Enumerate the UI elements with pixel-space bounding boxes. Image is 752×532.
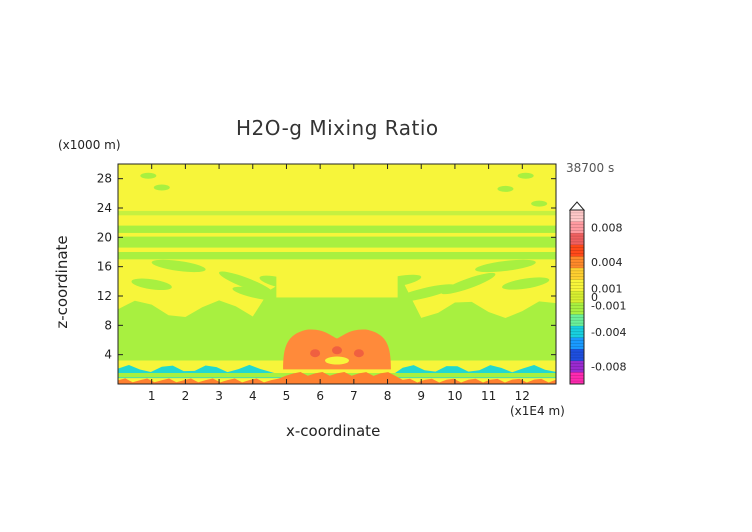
time-label: 38700 s bbox=[566, 161, 615, 175]
band-1 bbox=[118, 236, 556, 248]
colorbar-swatch bbox=[570, 268, 584, 281]
streak-8 bbox=[131, 278, 172, 291]
y-tick-label: 4 bbox=[104, 348, 112, 362]
corner-patch-2 bbox=[497, 185, 514, 192]
colorbar-swatch bbox=[570, 326, 584, 339]
corner-patch-3 bbox=[153, 184, 170, 191]
y-tick-label: 8 bbox=[104, 318, 112, 332]
x-tick-label: 6 bbox=[316, 389, 324, 403]
x-tick-label: 2 bbox=[182, 389, 190, 403]
corner-patch-1 bbox=[517, 172, 534, 179]
streak-5 bbox=[475, 259, 536, 273]
colorbar-swatch bbox=[570, 233, 584, 246]
plume-core-1 bbox=[353, 349, 364, 358]
colorbar-swatch bbox=[570, 210, 584, 223]
corner-patch-0 bbox=[140, 172, 157, 179]
x-tick-label: 11 bbox=[481, 389, 496, 403]
band-2 bbox=[118, 252, 556, 260]
colorbar-frame bbox=[569, 209, 585, 385]
colorbar-swatch bbox=[570, 314, 584, 327]
streak-2 bbox=[441, 272, 496, 295]
x-tick-label: 9 bbox=[417, 389, 425, 403]
colorbar-swatch bbox=[570, 349, 584, 362]
colorbar-top-arrow bbox=[568, 201, 586, 211]
plume-gap bbox=[325, 356, 349, 365]
region-lower-green-band bbox=[118, 274, 556, 361]
streak-9 bbox=[502, 277, 550, 290]
x-tick-label: 1 bbox=[148, 389, 156, 403]
x-tick-label: 3 bbox=[215, 389, 223, 403]
x-tick-label: 10 bbox=[447, 389, 462, 403]
x-tick-label: 12 bbox=[515, 389, 530, 403]
plume-yellow-core bbox=[276, 272, 398, 298]
band-0 bbox=[118, 225, 556, 233]
heatmap-plot-area bbox=[118, 164, 556, 384]
y-tick-label: 28 bbox=[97, 172, 112, 186]
colorbar-swatch bbox=[570, 244, 584, 257]
streak-4 bbox=[151, 259, 206, 273]
colorbar-swatch bbox=[570, 291, 584, 304]
colorbar-swatch bbox=[570, 256, 584, 269]
streak-1 bbox=[232, 286, 287, 301]
region-surface-orange bbox=[118, 372, 556, 384]
chart-title: H2O-g Mixing Ratio bbox=[236, 116, 439, 140]
x-axis-title: x-coordinate bbox=[286, 422, 381, 440]
colorbar-tick-label: -0.004 bbox=[591, 326, 626, 339]
colorbar-tick-label: 0.004 bbox=[591, 256, 623, 269]
colorbar-swatch bbox=[570, 221, 584, 234]
plume-core-2 bbox=[332, 346, 342, 355]
colorbar-tick-label: -0.008 bbox=[591, 361, 626, 374]
corner-patch-4 bbox=[531, 200, 548, 207]
y-tick-label: 16 bbox=[97, 260, 112, 274]
plot-frame bbox=[117, 163, 557, 385]
x-tick-label: 7 bbox=[350, 389, 358, 403]
colorbar-swatch bbox=[570, 337, 584, 350]
x-tick-label: 4 bbox=[249, 389, 257, 403]
colorbar-swatch bbox=[570, 372, 584, 385]
x-tick-label: 8 bbox=[384, 389, 392, 403]
colorbar-swatch bbox=[570, 279, 584, 292]
band-3 bbox=[118, 210, 556, 216]
x-unit-label: (x1E4 m) bbox=[510, 404, 565, 418]
colorbar-swatch bbox=[570, 302, 584, 315]
colorbar-tick-label: -0.001 bbox=[591, 300, 626, 313]
colorbar-swatch bbox=[570, 360, 584, 373]
x-tick-label: 5 bbox=[283, 389, 291, 403]
colorbar-tick-label: 0.001 bbox=[591, 282, 623, 295]
y-tick-label: 24 bbox=[97, 201, 112, 215]
streak-0 bbox=[219, 271, 274, 295]
plume-core-0 bbox=[310, 349, 321, 358]
z-unit-label: (x1000 m) bbox=[58, 138, 121, 152]
colorbar-tick-label: 0.008 bbox=[591, 221, 623, 234]
colorbar-tick-label: 0 bbox=[591, 291, 598, 304]
y-tick-label: 20 bbox=[97, 230, 112, 244]
streak-3 bbox=[394, 284, 455, 302]
y-tick-label: 12 bbox=[97, 289, 112, 303]
